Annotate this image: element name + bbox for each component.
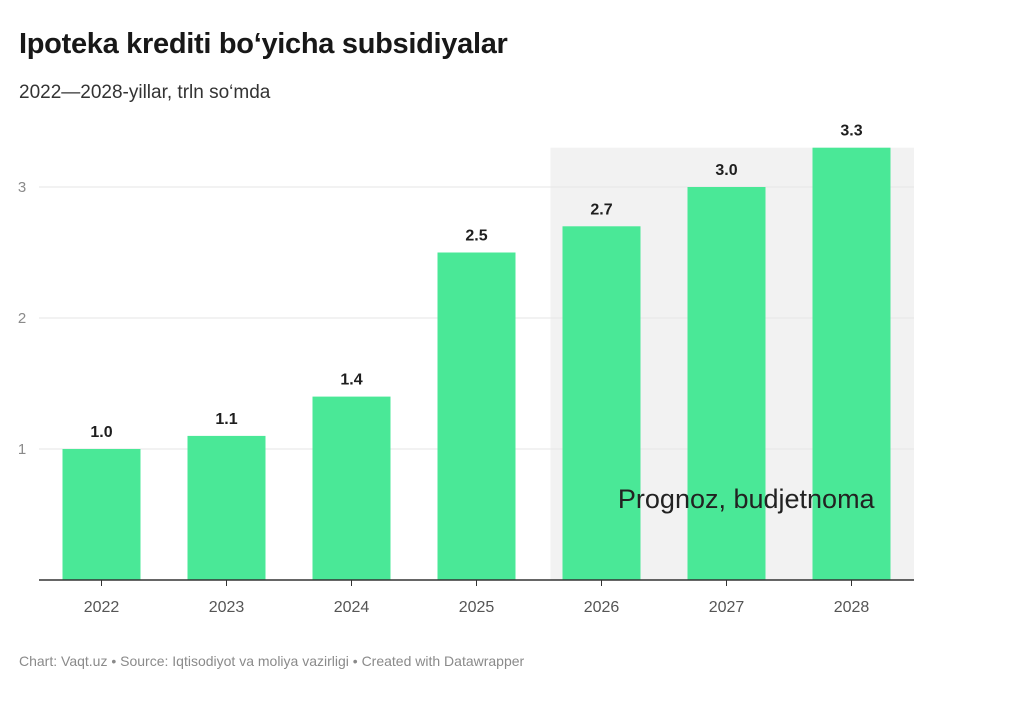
bar-2028 <box>812 147 891 580</box>
chart-title: Ipoteka krediti bo‘yicha subsidiyalar <box>19 28 508 60</box>
x-tick-label: 2025 <box>459 599 495 616</box>
y-tick-label: 1 <box>18 441 26 458</box>
x-tick-label: 2028 <box>834 599 870 616</box>
value-label-2024: 1.4 <box>340 372 362 389</box>
chart-footer: Chart: Vaqt.uz • Source: Iqtisodiyot va … <box>19 653 525 669</box>
bar-2024 <box>312 396 391 580</box>
value-label-2023: 1.1 <box>215 411 237 428</box>
value-label-2026: 2.7 <box>590 201 612 218</box>
x-tick-label: 2027 <box>709 599 745 616</box>
forecast-annotation: Prognoz, budjetnoma <box>618 484 876 514</box>
bar-2026 <box>562 226 641 581</box>
value-label-2022: 1.0 <box>90 424 112 441</box>
bar-2022 <box>62 449 141 580</box>
value-label-2028: 3.3 <box>840 123 862 140</box>
value-label-2027: 3.0 <box>715 162 737 179</box>
bar-2027 <box>687 187 766 580</box>
bar-2025 <box>437 252 516 580</box>
x-tick-label: 2022 <box>84 599 120 616</box>
y-tick-label: 3 <box>18 179 26 196</box>
x-tick-label: 2026 <box>584 599 620 616</box>
y-tick-label: 2 <box>18 310 26 327</box>
chart-subtitle: 2022—2028-yillar, trln so‘mda <box>19 82 271 103</box>
x-tick-label: 2024 <box>334 599 370 616</box>
value-label-2025: 2.5 <box>465 228 487 245</box>
bar-chart: 1 2 3 1.0 2022 1.1 2023 1.4 2024 2.5 2025 2.7 2026 3.… <box>18 123 914 616</box>
bar-2023 <box>187 435 266 580</box>
x-tick-label: 2023 <box>209 599 245 616</box>
